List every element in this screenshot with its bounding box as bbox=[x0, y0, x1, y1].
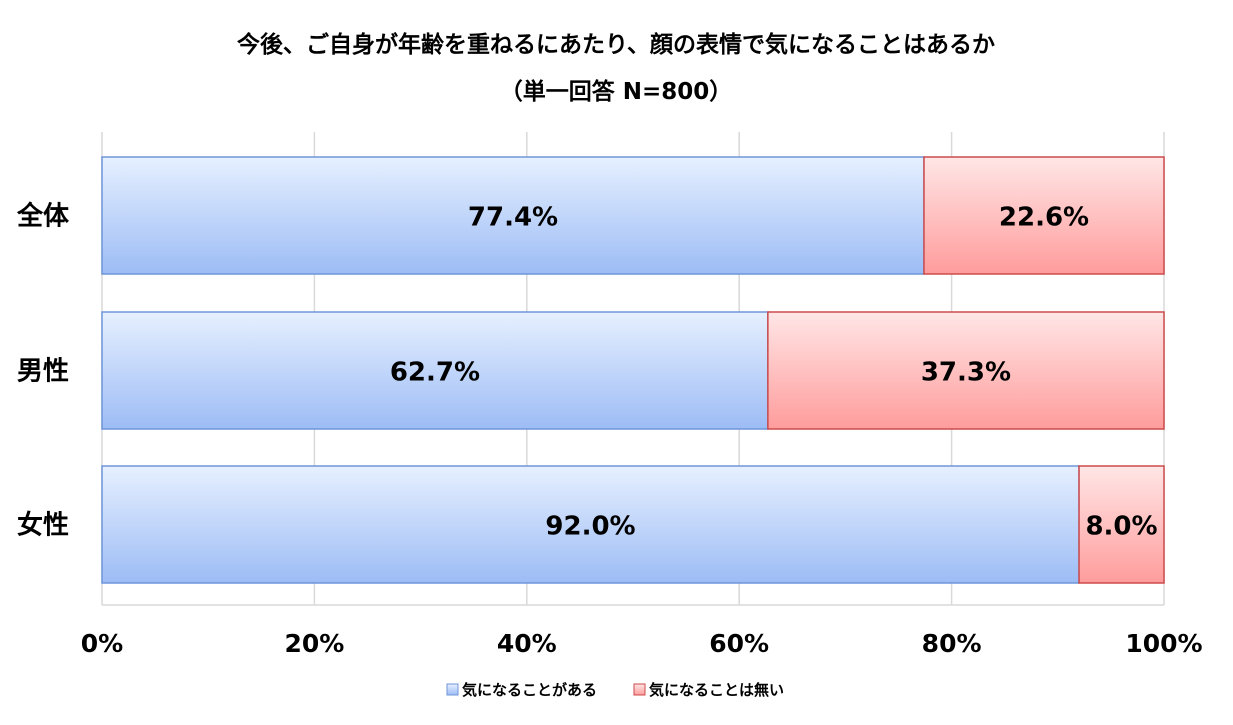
bar-segment bbox=[101, 465, 1080, 584]
chart-title: 今後、ご自身が年齢を重ねるにあたり、顔の表情で気になることはあるか bbox=[237, 31, 995, 58]
data-label: 62.7% bbox=[390, 358, 480, 388]
data-label: 92.0% bbox=[545, 512, 635, 542]
bars bbox=[101, 156, 1165, 584]
x-tick-label: 80% bbox=[922, 629, 982, 658]
legend-label: 気になることがある bbox=[462, 681, 597, 699]
data-label: 37.3% bbox=[921, 358, 1011, 388]
bar-segment bbox=[1078, 465, 1165, 584]
x-tick-label: 60% bbox=[709, 629, 769, 658]
bar-segment bbox=[101, 156, 925, 275]
bar-segment bbox=[923, 156, 1165, 275]
category-label: 女性 bbox=[17, 510, 69, 541]
category-label: 全体 bbox=[16, 201, 70, 232]
bar-segment bbox=[101, 311, 769, 430]
legend-swatch bbox=[446, 683, 459, 696]
x-tick-label: 20% bbox=[284, 629, 344, 658]
chart-subtitle: （単一回答 N=800） bbox=[500, 78, 733, 105]
x-tick-label: 0% bbox=[81, 629, 123, 658]
legend-swatch bbox=[633, 683, 646, 696]
data-label: 77.4% bbox=[468, 203, 558, 233]
data-label: 22.6% bbox=[999, 203, 1089, 233]
legend-label: 気になることは無い bbox=[649, 681, 784, 699]
legend: 気になることがある 気になることは無い bbox=[446, 681, 784, 699]
x-tick-label: 100% bbox=[1125, 629, 1202, 658]
category-label: 男性 bbox=[17, 357, 69, 387]
bar-segment bbox=[767, 311, 1165, 430]
labels: 0% 20% 40% 60% 80% 100% 77.4% 22.6% 全体 62.7% 37.3%… bbox=[16, 201, 1203, 659]
x-tick-label: 40% bbox=[497, 629, 557, 658]
data-label: 8.0% bbox=[1085, 512, 1157, 542]
